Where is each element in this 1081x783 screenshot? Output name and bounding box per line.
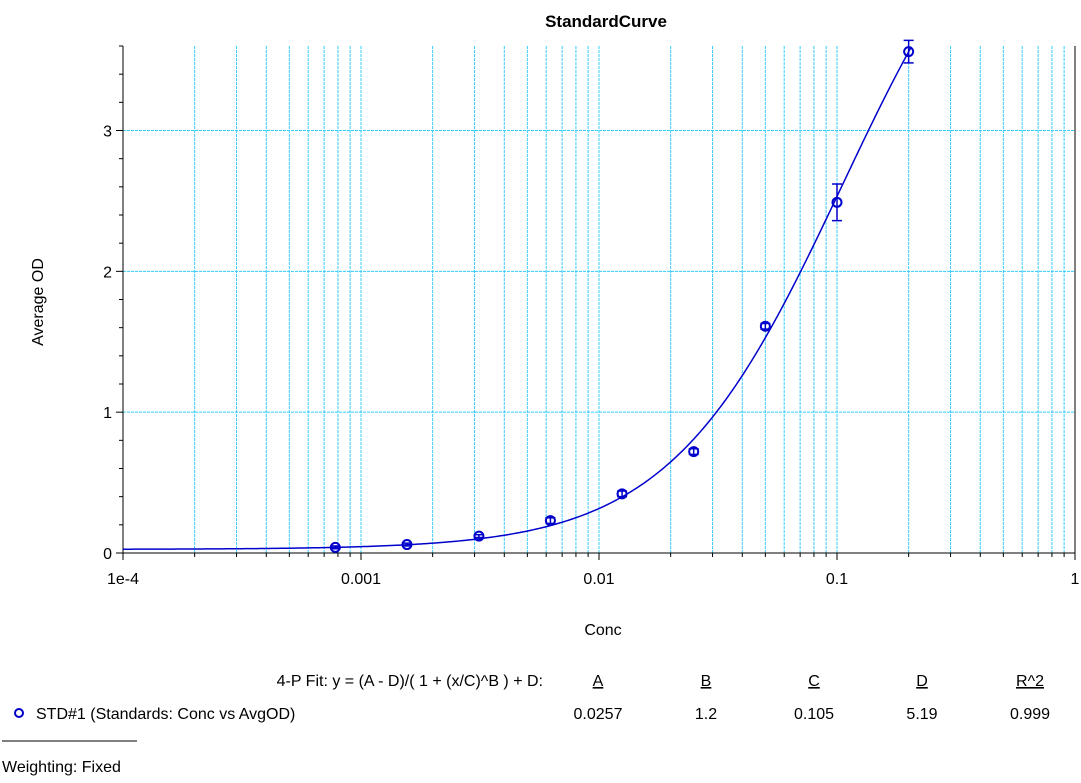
param-header: D — [916, 673, 928, 690]
data-points — [329, 39, 915, 553]
data-point-marker — [903, 46, 915, 58]
data-point-marker — [544, 515, 556, 527]
x-tick-label: 0.01 — [583, 571, 614, 588]
weighting-note: Weighting: Fixed — [2, 759, 121, 776]
fit-parameters: A 0.0257 B 1.2 C 0.105 D 5.19 R^2 0.999 — [574, 673, 1051, 723]
y-tick-labels: 0 1 2 3 — [103, 124, 112, 564]
param-value: 0.105 — [794, 706, 834, 723]
data-point — [401, 539, 413, 551]
fit-curve-layer — [122, 46, 913, 550]
param-header: B — [701, 673, 712, 690]
data-point-marker — [688, 446, 700, 458]
data-point-marker — [616, 488, 628, 500]
fit-table: 4-P Fit: y = (A - D)/( 1 + (x/C)^B ) + D… — [14, 673, 1051, 723]
x-tick-label: 0.001 — [341, 571, 381, 588]
data-point — [688, 446, 700, 458]
x-tick-label: 1e-4 — [107, 571, 139, 588]
fit-curve — [122, 46, 913, 550]
legend-marker — [14, 708, 24, 718]
data-point — [616, 488, 628, 500]
x-tick-label: 0.1 — [826, 571, 848, 588]
grid — [123, 46, 1075, 553]
param-header: C — [808, 673, 820, 690]
param-value: 0.999 — [1010, 706, 1050, 723]
data-point-marker — [401, 539, 413, 551]
data-point — [544, 515, 556, 527]
y-tick-label: 1 — [103, 405, 112, 422]
y-tick-label: 2 — [103, 264, 112, 281]
data-point — [903, 39, 915, 64]
param-header: A — [593, 673, 604, 690]
x-axis-label: Conc — [584, 622, 621, 639]
data-point — [329, 541, 341, 553]
data-point-marker — [329, 541, 341, 553]
param-value: 1.2 — [695, 706, 717, 723]
chart-title: StandardCurve — [545, 12, 667, 31]
data-point — [831, 183, 843, 222]
data-point — [759, 320, 771, 332]
axes — [116, 45, 1076, 560]
y-tick-label: 3 — [103, 124, 112, 141]
x-tick-label: 1 — [1071, 571, 1080, 588]
data-point-marker — [473, 530, 485, 542]
fit-equation: 4-P Fit: y = (A - D)/( 1 + (x/C)^B ) + D… — [277, 673, 543, 690]
data-point-marker — [831, 196, 843, 208]
param-value: 5.19 — [906, 706, 937, 723]
data-point-marker — [759, 320, 771, 332]
y-tick-label: 0 — [103, 546, 112, 563]
x-tick-labels: 1e-4 0.001 0.01 0.1 1 — [107, 571, 1080, 588]
param-value: 0.0257 — [574, 706, 623, 723]
legend-series-name: STD#1 (Standards: Conc vs AvgOD) — [36, 706, 295, 723]
y-axis-label: Average OD — [30, 258, 47, 346]
data-point — [473, 530, 485, 542]
param-header: R^2 — [1016, 673, 1044, 690]
